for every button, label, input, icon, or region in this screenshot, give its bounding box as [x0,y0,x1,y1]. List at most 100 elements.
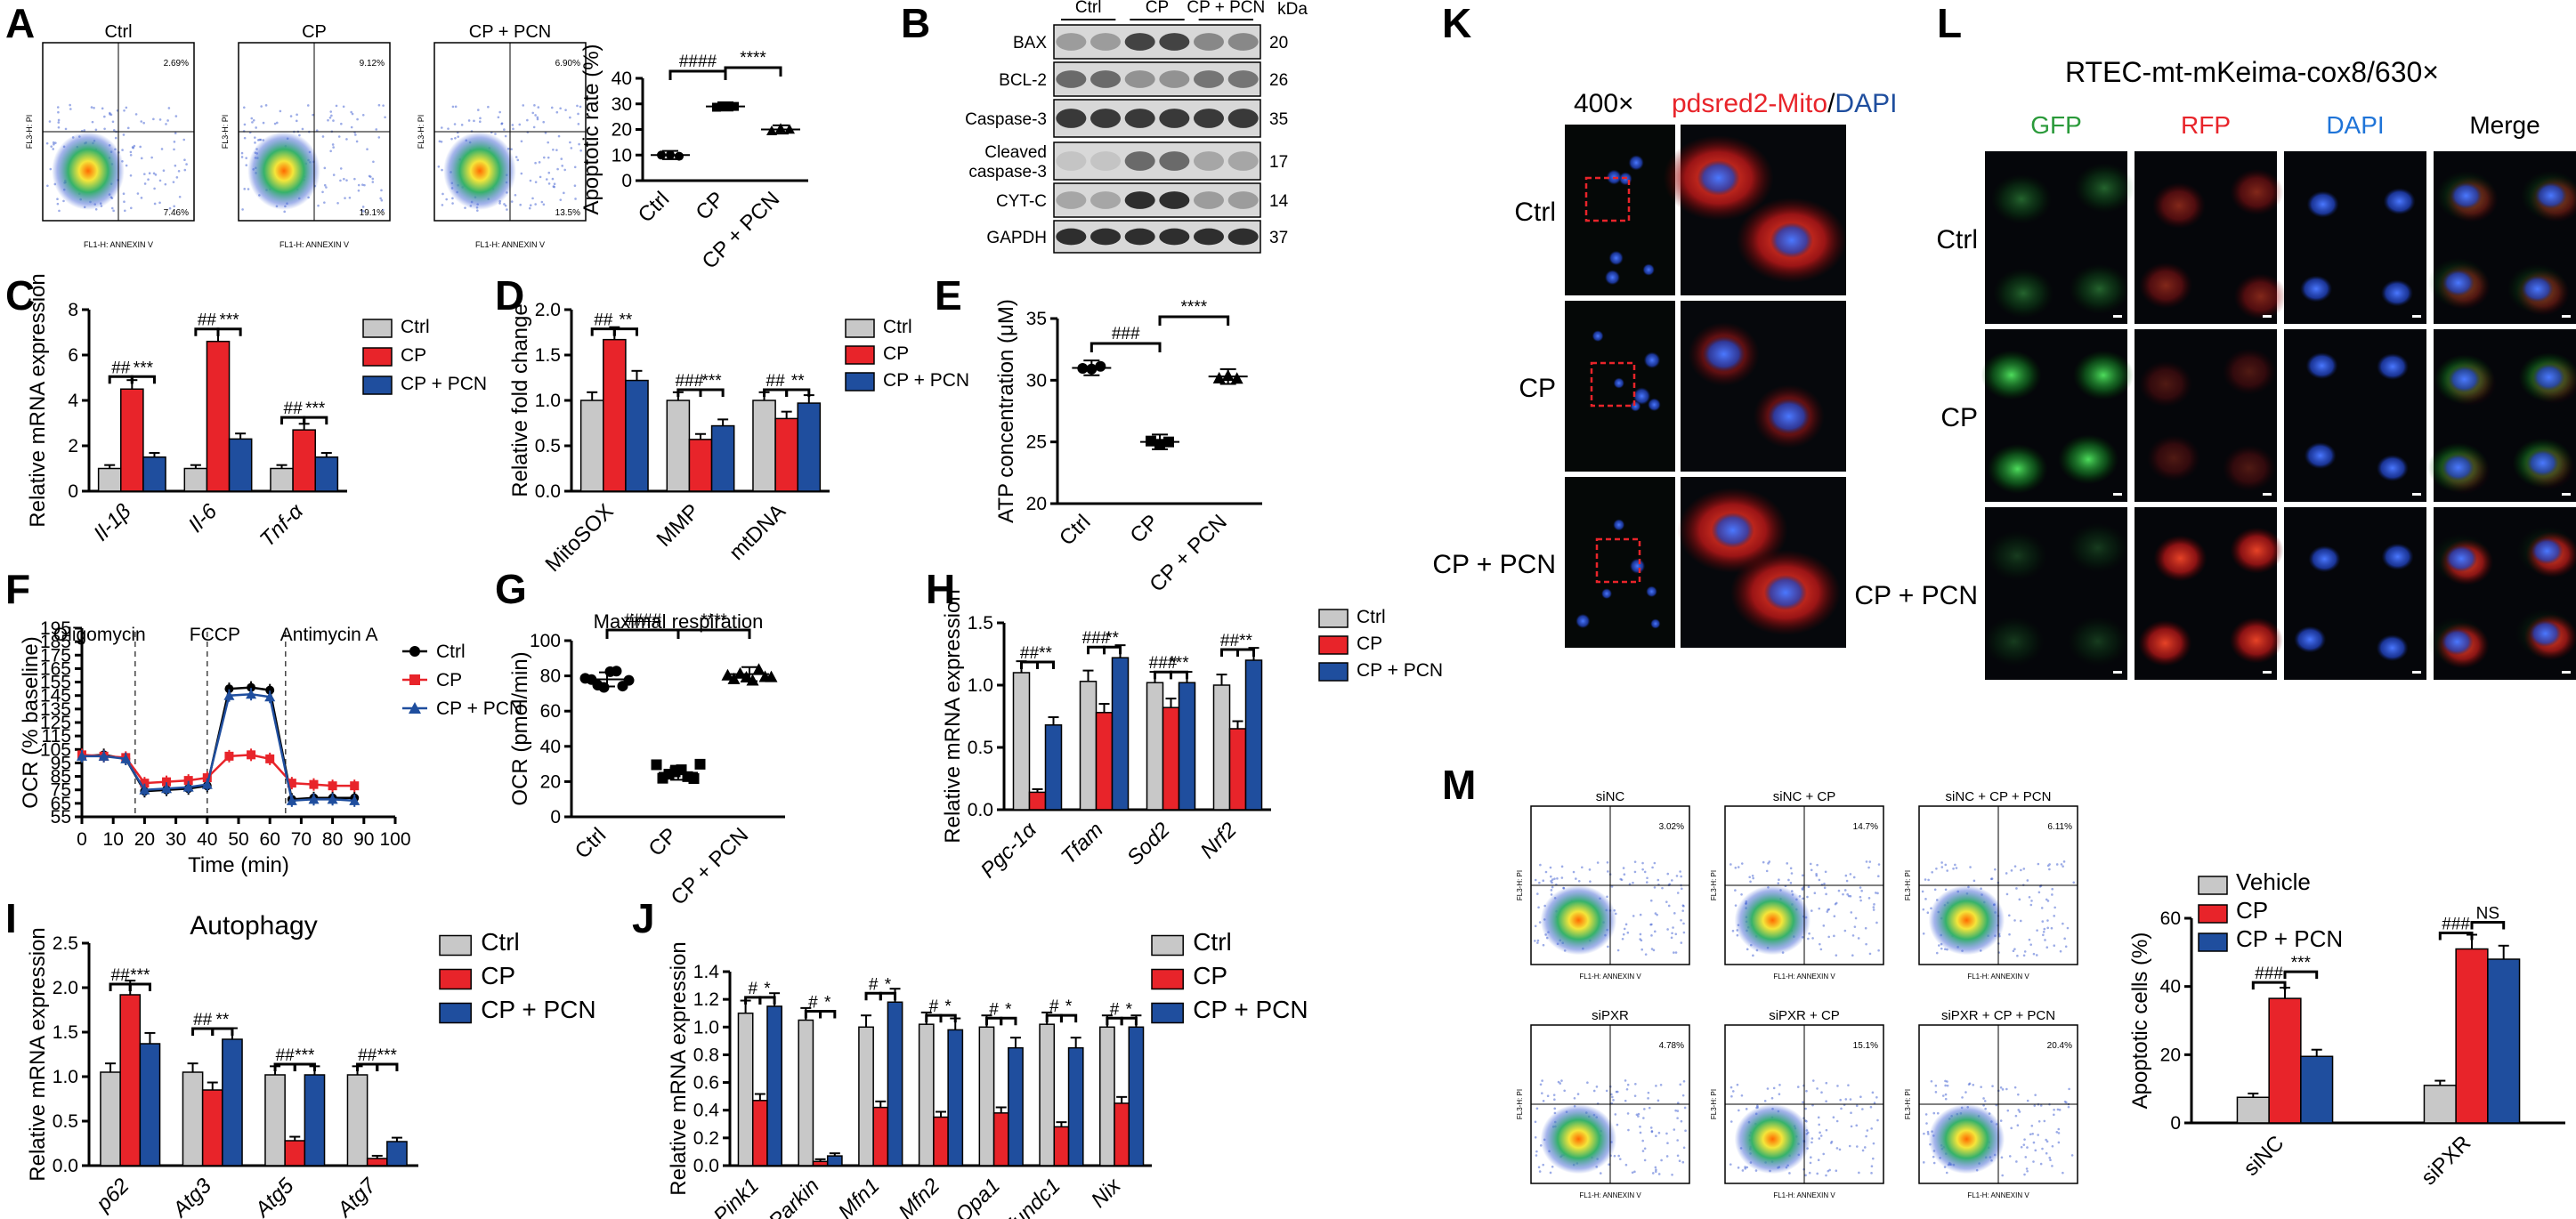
microscopy-row-label: CP [1940,403,1978,432]
flow-event [520,140,523,143]
bar [119,994,142,1167]
flow-event [1868,952,1872,956]
flow-event [1855,1104,1859,1108]
flow-event [368,174,371,178]
x-tick-label: Pgc-1α [976,817,1042,883]
flow-event [1999,1119,2003,1122]
sig-bracket [939,1013,957,1023]
blot-kda-value: 26 [1269,71,1288,90]
flow-event [54,141,57,144]
sig-label: ** [215,1011,229,1029]
flow-event [1789,867,1793,870]
flow-event [1871,1157,1875,1160]
flow-event [1926,911,1930,915]
flow-event [2026,1169,2029,1173]
flow-event [1940,947,1943,950]
flow-event [1649,899,1653,902]
nucleus [1576,613,1591,629]
flow-event [1932,1161,1936,1165]
sig-label: ** [620,311,633,330]
flow-event [2045,1140,2049,1143]
blot-band [1056,33,1087,51]
flow-event [1680,875,1682,878]
flow-density-cloud [1540,1104,1617,1175]
flow-event [1651,866,1654,869]
flow-event [122,133,126,136]
bar [1067,1046,1084,1167]
flow-event [1623,873,1626,876]
nucleus [1613,519,1625,531]
flow-event [2045,1151,2048,1155]
flow-event [1875,921,1878,924]
flow-event [1763,1100,1767,1102]
flow-event [1921,890,1924,893]
bar [752,400,776,492]
flow-event [1924,878,1927,881]
legend-swatch [1318,609,1349,628]
sig-bracket [2438,932,2474,940]
flow-event [2034,1149,2037,1152]
flow-event [1581,866,1584,869]
sig-label: ### [1149,654,1178,673]
flow-event [2013,948,2016,950]
nucleus [2526,449,2559,477]
flow-x-label: FL1-H: ANNEXIN V [475,240,545,249]
legend-label: Ctrl [1357,607,1386,627]
bar [183,467,208,492]
flow-event [122,192,126,195]
kda-header: kDa [1277,0,1308,19]
flow-event [152,172,156,175]
x-tick-label: Opa1 [951,1174,1005,1219]
flow-event [2035,954,2038,957]
flow-event [1653,861,1657,865]
flow-event [577,123,580,125]
flow-event [1935,867,1938,870]
y-axis-label: Apoptotic rate (%) [579,44,603,214]
flow-event [342,105,345,109]
bar [314,456,339,492]
flow-event [560,157,563,160]
flow-event [1829,1142,1833,1144]
flow-event [53,142,55,146]
sig-bracket [1236,648,1255,657]
flow-event [2032,1141,2036,1144]
microscopy-column-label: GFP [2030,111,2082,139]
x-axis-label: Time (min) [188,853,289,877]
data-point [224,684,234,694]
rfp-signal [2233,273,2288,320]
x-tick-label: CP [1126,510,1164,548]
flow-event [2048,868,2051,871]
flow-event [2017,1093,2020,1096]
flow-event [174,132,177,135]
flow-event [441,168,443,172]
zoom-box [1584,176,1631,222]
x-tick-label: Mfn1 [834,1174,885,1219]
data-point [223,690,235,700]
nucleus [2305,352,2338,380]
blot-band [1159,191,1190,209]
y-axis-label: OCR (% baseline) [19,636,43,808]
flow-plot-title: siPXR + CP [1769,1008,1840,1023]
flow-event [2022,954,2026,957]
flow-event [1595,1086,1599,1088]
flow-event [1618,1158,1622,1160]
flow-event [158,179,162,182]
q2-percent: 6.90% [555,59,580,69]
sig-bracket [819,1010,837,1019]
flow-event [1801,874,1804,877]
flow-event [2057,1127,2061,1131]
y-tick-label: 1.0 [535,391,561,411]
sig-label: ## [1220,632,1240,650]
sig-bracket [211,1027,234,1036]
legend-swatch [2198,876,2228,895]
flow-event [121,149,124,151]
bar [1008,1046,1024,1167]
flow-event [1740,1094,1744,1097]
flow-event [1635,1113,1639,1117]
nucleus [2306,190,2339,218]
flow-event [164,182,167,186]
flow-event [1839,1098,1842,1102]
nucleus [2529,620,2562,648]
flow-event [357,183,360,187]
flow-event [1729,1163,1732,1166]
